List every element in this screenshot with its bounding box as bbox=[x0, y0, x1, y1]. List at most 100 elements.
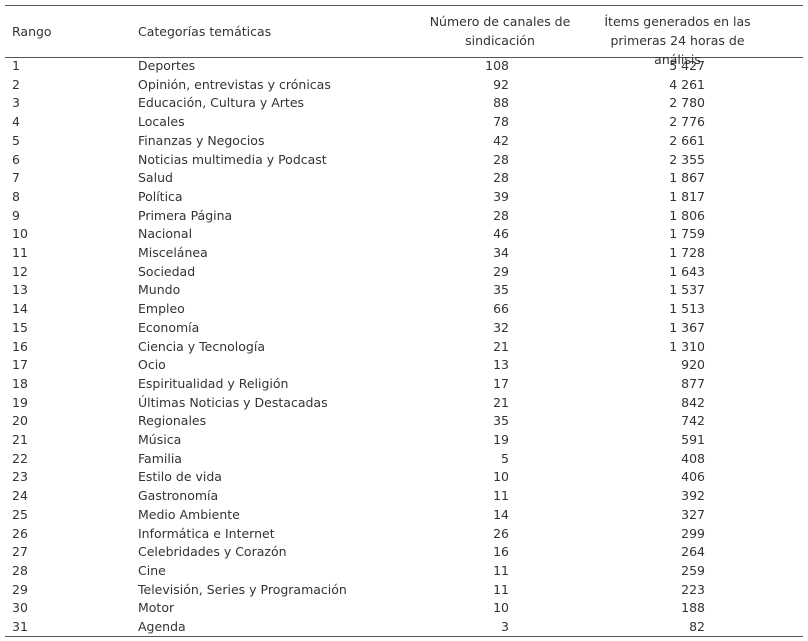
table-cell: 31 bbox=[12, 619, 28, 634]
table-cell: 3 bbox=[501, 619, 509, 634]
table-cell: 1 310 bbox=[669, 338, 705, 354]
table-cell: Motor bbox=[138, 600, 175, 616]
table-cell: 392 bbox=[681, 488, 705, 504]
table-cell: 5 bbox=[501, 450, 509, 466]
table-cell: 1 817 bbox=[669, 188, 705, 204]
table-cell: 20 bbox=[12, 413, 28, 429]
table-cell: Economía bbox=[138, 319, 200, 335]
table-cell: 223 bbox=[681, 581, 705, 597]
table-cell: 1 367 bbox=[669, 319, 705, 335]
header-cell: Rango bbox=[12, 24, 52, 39]
table-cell: 10 bbox=[493, 600, 509, 616]
top-rule bbox=[5, 5, 803, 6]
table-cell: 1 513 bbox=[669, 301, 705, 317]
table-cell: 17 bbox=[12, 357, 28, 373]
table-cell: Primera Página bbox=[138, 207, 233, 223]
table-cell: 259 bbox=[681, 562, 705, 578]
table-cell: 2 776 bbox=[669, 114, 705, 130]
table-cell: Nacional bbox=[138, 226, 193, 242]
header-rule bbox=[5, 57, 803, 58]
table-cell: 4 bbox=[12, 114, 20, 130]
header-cell: Categorías temáticas bbox=[138, 24, 272, 39]
table-cell: 10 bbox=[493, 469, 509, 485]
table-cell: 5 427 bbox=[669, 58, 705, 73]
table-cell: 18 bbox=[12, 375, 28, 391]
table-cell: 108 bbox=[485, 58, 509, 73]
table-cell: 32 bbox=[493, 319, 509, 335]
table-cell: Opinión, entrevistas y crónicas bbox=[138, 76, 331, 92]
table-cell: Salud bbox=[138, 170, 173, 186]
table-cell: 12 bbox=[12, 263, 28, 279]
table-cell: Empleo bbox=[138, 301, 185, 317]
table-cell: 17 bbox=[493, 375, 509, 391]
table-cell: 7 bbox=[12, 170, 20, 186]
table-cell: 34 bbox=[493, 245, 509, 260]
table-cell: 11 bbox=[12, 245, 28, 260]
table-cell: 19 bbox=[493, 432, 509, 447]
header-cell: Ítems generados en las primeras 24 horas… bbox=[604, 14, 751, 67]
table-cell: 742 bbox=[681, 413, 705, 429]
table-cell: 10 bbox=[12, 226, 28, 242]
table-cell: 35 bbox=[493, 413, 509, 429]
table-cell: Regionales bbox=[138, 413, 207, 429]
table-cell: 1 759 bbox=[669, 226, 705, 242]
table-cell: Música bbox=[138, 432, 182, 447]
table-cell: Gastronomía bbox=[138, 488, 219, 504]
table-cell: Finanzas y Negocios bbox=[138, 132, 265, 148]
table-cell: 2 355 bbox=[669, 151, 705, 167]
table-cell: Familia bbox=[138, 450, 182, 466]
table-cell: Medio Ambiente bbox=[138, 506, 240, 522]
table-cell: Estilo de vida bbox=[138, 469, 222, 485]
table-cell: 46 bbox=[493, 226, 509, 242]
table-cell: 21 bbox=[493, 394, 509, 410]
table-cell: 8 bbox=[12, 188, 20, 204]
table-cell: 1 537 bbox=[669, 282, 705, 298]
table-cell: 88 bbox=[493, 95, 509, 111]
table-cell: Espiritualidad y Religión bbox=[138, 375, 289, 391]
table-cell: 19 bbox=[12, 394, 28, 410]
table-cell: 11 bbox=[493, 562, 509, 578]
table-cell: 299 bbox=[681, 525, 705, 541]
table-cell: 13 bbox=[493, 357, 509, 373]
table-cell: 42 bbox=[493, 132, 509, 148]
bottom-rule bbox=[5, 636, 803, 637]
table-cell: Deportes bbox=[138, 58, 196, 73]
table-cell: 408 bbox=[681, 450, 705, 466]
table-cell: Mundo bbox=[138, 282, 181, 298]
table-cell: 11 bbox=[493, 581, 509, 597]
table-cell: Informática e Internet bbox=[138, 525, 275, 541]
table-cell: 14 bbox=[12, 301, 28, 317]
table-cell: 39 bbox=[493, 188, 509, 204]
table-cell: Televisión, Series y Programación bbox=[138, 581, 347, 597]
table-cell: 13 bbox=[12, 282, 28, 298]
table-cell: 406 bbox=[681, 469, 705, 485]
table-cell: 877 bbox=[681, 375, 705, 391]
table-cell: 1 bbox=[12, 58, 20, 73]
table-cell: Agenda bbox=[138, 619, 186, 634]
table-cell: 29 bbox=[493, 263, 509, 279]
table-cell: 28 bbox=[493, 207, 509, 223]
table-cell: 2 780 bbox=[669, 95, 705, 111]
table-cell: 16 bbox=[12, 338, 28, 354]
table-cell: Últimas Noticias y Destacadas bbox=[138, 394, 328, 410]
table-cell: Miscelánea bbox=[138, 245, 208, 260]
table-cell: 21 bbox=[493, 338, 509, 354]
table-cell: 4 261 bbox=[669, 76, 705, 92]
table-cell: 3 bbox=[12, 95, 20, 111]
table-cell: 26 bbox=[493, 525, 509, 541]
table-cell: Ciencia y Tecnología bbox=[138, 338, 265, 354]
table-cell: 66 bbox=[493, 301, 509, 317]
table-cell: 92 bbox=[493, 76, 509, 92]
table-cell: Educación, Cultura y Artes bbox=[138, 95, 305, 111]
table-cell: 188 bbox=[681, 600, 705, 616]
table-cell: 35 bbox=[493, 282, 509, 298]
table-cell: 15 bbox=[12, 319, 28, 335]
table-cell: 327 bbox=[681, 506, 705, 522]
table-cell: 842 bbox=[681, 394, 705, 410]
table-cell: Cine bbox=[138, 562, 166, 578]
table-cell: 23 bbox=[12, 469, 28, 485]
table-cell: 591 bbox=[681, 432, 705, 447]
table-cell: 5 bbox=[12, 132, 20, 148]
table-cell: 6 bbox=[12, 151, 20, 167]
